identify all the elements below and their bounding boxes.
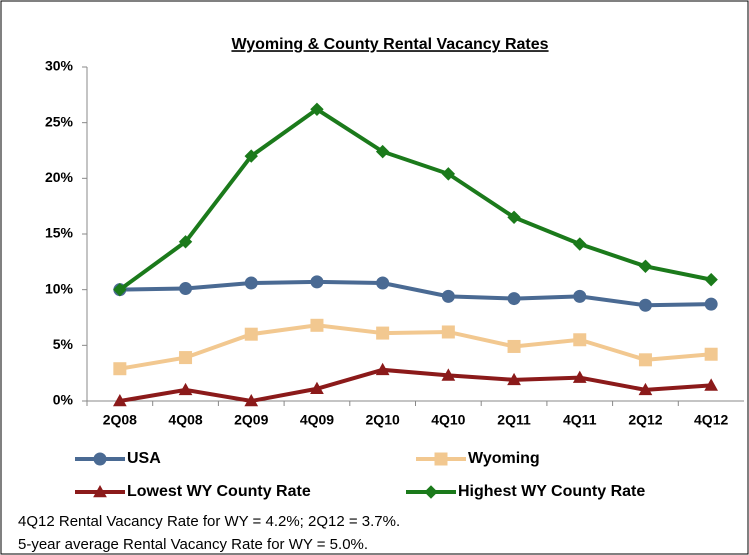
data-point [638,353,652,367]
legend-label: Lowest WY County Rate [127,483,311,500]
data-point [507,339,521,353]
data-point [573,333,587,347]
data-point [507,210,521,225]
data-point [310,102,324,117]
data-point [507,372,521,386]
y-tick-label: 30% [45,58,74,74]
data-point [573,289,587,303]
data-point [441,167,456,181]
x-tick-label: 4Q10 [431,412,465,428]
note: 5-year average Rental Vacancy Rate for W… [18,536,368,553]
legend-label: Highest WY County Rate [458,483,645,500]
data-point [310,381,324,395]
x-tick-label: 4Q11 [563,412,597,428]
y-tick-label: 20% [45,169,74,185]
x-tick-label: 2Q08 [103,412,137,428]
legend-marker [424,485,438,499]
data-point [638,382,653,396]
series-line [119,367,712,404]
data-point [113,362,127,376]
data-point [376,326,390,340]
legend-label: Wyoming [468,450,540,467]
legend-marker [93,484,107,498]
x-tick-label: 4Q09 [300,412,334,428]
note: 4Q12 Rental Vacancy Rate for WY = 4.2%; … [18,513,400,530]
x-tick-label: 4Q08 [168,412,202,428]
data-point [704,297,718,311]
y-tick-label: 0% [53,392,74,408]
legend-label: USA [127,450,161,467]
x-tick-label: 2Q09 [234,412,268,428]
y-tick-label: 5% [53,336,74,352]
data-point [113,393,127,407]
chart-title: Wyoming & County Rental Vacancy Rates [231,36,548,53]
series-line [118,106,712,292]
x-tick-label: 4Q12 [694,412,728,428]
data-point [178,382,193,396]
data-point [244,276,258,290]
data-point [375,362,390,376]
x-tick-label: 2Q12 [628,412,662,428]
legend-marker [434,452,448,466]
data-point [441,289,455,303]
data-point [638,298,652,312]
y-tick-label: 10% [45,280,74,296]
series-line [119,279,712,308]
data-point [244,149,258,163]
data-point [310,318,324,332]
data-point [638,259,653,273]
data-point [376,276,390,290]
data-point [310,275,324,289]
x-tick-label: 2Q10 [366,412,400,428]
data-point [704,378,718,391]
data-point [178,235,193,249]
legend-marker [93,452,107,466]
y-tick-label: 15% [45,225,74,241]
data-point [179,282,193,296]
data-point [441,368,456,381]
data-point [704,272,718,287]
data-point [507,292,521,306]
data-point [441,325,455,339]
series-line [119,323,712,371]
data-point [244,393,259,407]
data-point [572,370,587,383]
data-point [375,144,390,159]
data-point [179,351,193,365]
data-point [573,237,587,251]
data-point [704,347,718,361]
y-tick-label: 25% [45,113,74,129]
x-tick-label: 2Q11 [497,412,531,428]
data-point [113,282,127,297]
data-point [244,327,258,341]
